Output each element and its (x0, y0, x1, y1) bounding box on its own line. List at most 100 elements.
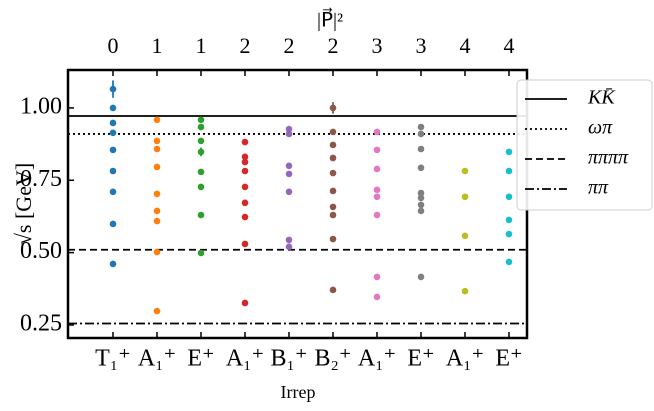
point (241, 138, 249, 146)
point (329, 154, 337, 162)
x-tick-label: B₂⁺ (314, 346, 351, 372)
point (461, 193, 469, 201)
legend-box (516, 79, 653, 211)
point (153, 307, 161, 315)
legend-label: ωπ (588, 117, 613, 139)
point (373, 273, 381, 281)
y-tick-label: 0.75 (20, 166, 62, 192)
point (417, 273, 425, 281)
legend-label: ππππ (588, 147, 629, 169)
legend-label: ππ (588, 177, 609, 199)
point (505, 193, 513, 201)
top-tick-label: 2 (328, 33, 339, 58)
x-axis-label: Irrep (281, 382, 316, 402)
plot-frame (66, 68, 529, 340)
top-tick-label: 0 (108, 33, 119, 58)
x-tick-label: A₁⁺ (138, 346, 176, 372)
point (241, 213, 249, 221)
point (417, 130, 425, 138)
point (329, 235, 337, 243)
x-tick-label: E⁺ (407, 346, 434, 372)
point (109, 104, 117, 112)
top-axis-label: |P⃗|² (317, 7, 343, 32)
top-tick-label: 2 (240, 33, 251, 58)
y-tick-label: 1.00 (20, 93, 62, 119)
point (241, 240, 249, 248)
x-tick-label: E⁺ (187, 346, 214, 372)
point (197, 183, 205, 191)
point (417, 207, 425, 215)
point (109, 188, 117, 196)
point (197, 249, 205, 257)
point (505, 216, 513, 224)
point (109, 85, 117, 93)
point (241, 199, 249, 207)
x-tick-label: A₁⁺ (358, 346, 396, 372)
point (329, 211, 337, 219)
point (505, 258, 513, 266)
point (109, 119, 117, 127)
top-tick-label: 4 (504, 33, 515, 58)
point (153, 217, 161, 225)
point (417, 164, 425, 172)
point (285, 243, 293, 251)
x-tick-label: B₁⁺ (270, 346, 307, 372)
point (373, 146, 381, 154)
point (241, 153, 249, 161)
x-tick-label: A₁⁺ (446, 346, 484, 372)
point (373, 193, 381, 201)
point (197, 116, 205, 124)
y-tick-label: 0.25 (20, 310, 62, 336)
point (153, 116, 161, 124)
point (461, 232, 469, 240)
point (109, 220, 117, 228)
legend-label: KK̄ (587, 87, 616, 109)
top-tick-label: 3 (416, 33, 427, 58)
point (197, 211, 205, 219)
point (329, 203, 337, 211)
point (329, 169, 337, 177)
point (373, 165, 381, 173)
point (197, 168, 205, 176)
point (285, 236, 293, 244)
point (329, 286, 337, 294)
point (285, 162, 293, 170)
point (373, 186, 381, 194)
point (153, 137, 161, 145)
point (505, 148, 513, 156)
point (109, 167, 117, 175)
top-tick-label: 1 (152, 33, 163, 58)
x-tick-label: A₁⁺ (226, 346, 264, 372)
point (153, 163, 161, 171)
point (329, 104, 337, 112)
point (109, 146, 117, 154)
point (373, 211, 381, 219)
point (329, 187, 337, 195)
point (153, 145, 161, 153)
point (417, 201, 425, 209)
point (373, 128, 381, 136)
point (109, 129, 117, 137)
point (505, 230, 513, 238)
point (241, 299, 249, 307)
point (241, 183, 249, 191)
point (109, 260, 117, 268)
point (241, 167, 249, 175)
point (153, 207, 161, 215)
top-tick-label: 4 (460, 33, 471, 58)
point (285, 170, 293, 178)
point (197, 123, 205, 131)
top-tick-label: 2 (284, 33, 295, 58)
point (461, 167, 469, 175)
point (329, 128, 337, 136)
y-tick-label: 0.50 (20, 238, 62, 264)
point (153, 248, 161, 256)
y-axis-label: √s [GeV] (11, 163, 36, 245)
point (197, 148, 205, 156)
top-tick-label: 3 (372, 33, 383, 58)
point (505, 167, 513, 175)
point (285, 125, 293, 133)
top-tick-label: 1 (196, 33, 207, 58)
point (285, 188, 293, 196)
point (285, 130, 293, 138)
